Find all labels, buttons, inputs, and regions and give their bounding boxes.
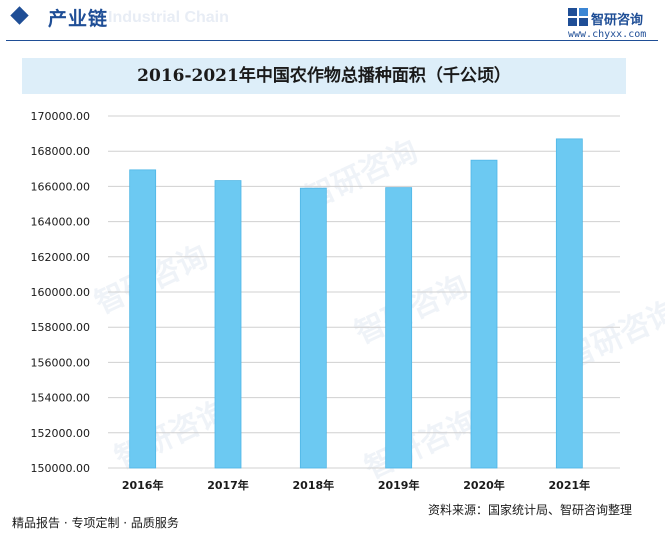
y-tick-label: 168000.00 [31,145,91,158]
footer-tagline: 精品报告 · 专项定制 · 品质服务 [12,516,179,530]
y-tick-label: 154000.00 [31,392,91,405]
bar [299,187,327,469]
bar [214,180,242,469]
y-tick-label: 152000.00 [31,427,91,440]
x-tick-label: 2021年 [549,478,591,492]
x-tick-label: 2018年 [293,478,335,492]
x-tick-label: 2017年 [207,478,249,492]
y-tick-label: 150000.00 [31,462,91,475]
page-header: Industrial Chain 产业链 [0,0,665,42]
y-tick-label: 156000.00 [31,356,91,369]
page-title: 产业链 [48,8,109,30]
brand-url[interactable]: www.chyxx.com [568,29,647,40]
y-tick-label: 166000.00 [31,180,91,193]
brand-name: 智研咨询 [591,13,644,28]
bar [129,169,157,469]
x-tick-label: 2016年 [122,478,164,492]
y-tick-label: 164000.00 [31,216,91,229]
footer-source: 资料来源：国家统计局、智研咨询整理 [428,503,633,517]
y-tick-label: 158000.00 [31,321,91,334]
chart-frame [6,43,658,504]
bar [385,187,413,469]
bar [555,138,583,469]
y-tick-label: 160000.00 [31,286,91,299]
chart-title-band: 2016-2021年中国农作物总播种面积（千公顷） [22,58,626,94]
chart-title: 2016-2021年中国农作物总播种面积（千公顷） [137,66,511,86]
x-tick-label: 2019年 [378,478,420,492]
brand-logo-icon [568,8,588,26]
x-tick-label: 2020年 [463,478,505,492]
header-watermark: Industrial Chain [108,9,229,26]
bar [470,159,498,469]
y-tick-label: 162000.00 [31,251,91,264]
header-divider [6,40,658,41]
y-tick-label: 170000.00 [31,110,91,123]
